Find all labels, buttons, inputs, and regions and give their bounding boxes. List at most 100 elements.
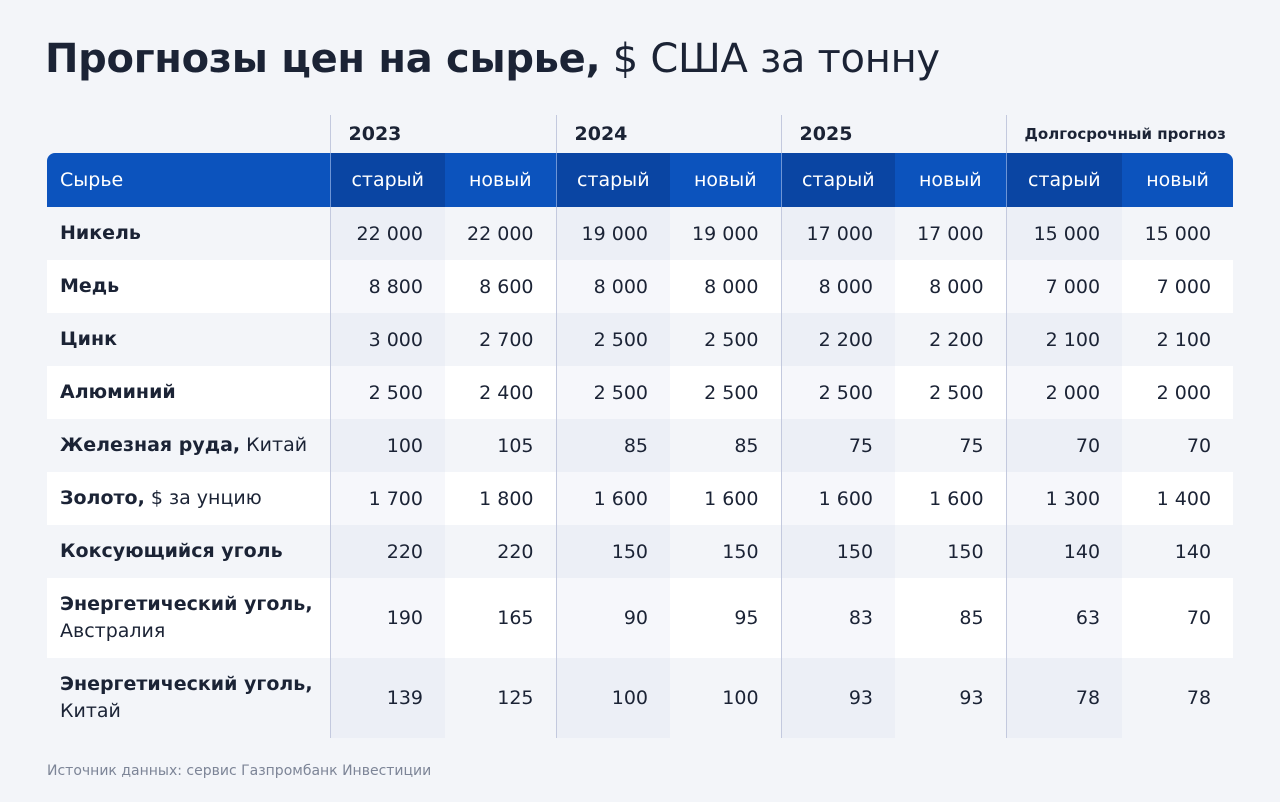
row-name: Железная руда, Китай — [47, 419, 330, 472]
value-cell: 1 600 — [780, 472, 896, 525]
value-cell: 125 — [445, 658, 557, 738]
value-cell: 2 200 — [780, 313, 896, 366]
row-name-bold: Коксующийся уголь — [60, 540, 283, 562]
value-cell: 8 000 — [670, 260, 782, 313]
value-cell: 75 — [780, 419, 896, 472]
value-cell: 150 — [780, 525, 896, 578]
value-cell: 17 000 — [895, 207, 1007, 260]
value-cell: 93 — [895, 658, 1007, 738]
value-cell: 220 — [445, 525, 557, 578]
data-row: Алюминий 2 500 2 400 2 500 2 500 2 500 2 500 2 … — [47, 366, 1234, 419]
value-cell: 140 — [1122, 525, 1234, 578]
row-name-bold: Медь — [60, 275, 120, 297]
value-cell: 1 600 — [895, 472, 1007, 525]
value-cell: 1 400 — [1122, 472, 1234, 525]
value-cell: 2 000 — [1005, 366, 1123, 419]
value-cell: 8 000 — [780, 260, 896, 313]
value-cell: 8 000 — [895, 260, 1007, 313]
value-cell: 190 — [329, 578, 445, 658]
period-label: 2025 — [780, 115, 1007, 153]
value-cell: 165 — [445, 578, 557, 658]
value-cell: 1 700 — [329, 472, 445, 525]
row-name: Медь — [47, 260, 330, 313]
value-cell: 78 — [1005, 658, 1123, 738]
value-cell: 19 000 — [555, 207, 671, 260]
value-cell: 105 — [445, 419, 557, 472]
value-cell: 2 500 — [670, 366, 782, 419]
value-cell: 19 000 — [670, 207, 782, 260]
value-cell: 140 — [1005, 525, 1123, 578]
row-name: Никель — [47, 207, 330, 260]
row-name: Энергетический уголь, Китай — [47, 658, 330, 738]
value-cell: 2 100 — [1005, 313, 1123, 366]
value-cell: 63 — [1005, 578, 1123, 658]
period-label: 2023 — [329, 115, 557, 153]
row-name-bold: Никель — [60, 222, 141, 244]
row-name: Цинк — [47, 313, 330, 366]
value-cell: 70 — [1122, 419, 1234, 472]
period-label: Долгосрочный прогноз — [1005, 115, 1234, 153]
empty-cell — [47, 115, 330, 153]
row-name-note: Австралия — [60, 620, 166, 642]
value-cell: 85 — [895, 578, 1007, 658]
value-cell: 93 — [780, 658, 896, 738]
data-row: Медь 8 800 8 600 8 000 8 000 8 000 8 000 7 000 7… — [47, 260, 1234, 313]
data-row: Цинк 3 000 2 700 2 500 2 500 2 200 2 200 2 100 2… — [47, 313, 1234, 366]
row-name: Алюминий — [47, 366, 330, 419]
value-cell: 1 600 — [555, 472, 671, 525]
header-cell: новый — [895, 153, 1007, 207]
value-cell: 90 — [555, 578, 671, 658]
value-cell: 15 000 — [1005, 207, 1123, 260]
data-row: Железная руда, Китай 100 105 85 85 75 75 70 70 — [47, 419, 1234, 472]
row-name-note: $ за унцию — [150, 487, 262, 509]
header-cell: старый — [780, 153, 896, 207]
value-cell: 2 100 — [1122, 313, 1234, 366]
value-cell: 2 500 — [555, 313, 671, 366]
price-table: 2023 2024 2025 Долгосрочный прогноз Сырье ста… — [47, 115, 1234, 738]
row-name-bold: Энергетический уголь, — [60, 673, 313, 695]
value-cell: 150 — [670, 525, 782, 578]
value-cell: 78 — [1122, 658, 1234, 738]
data-row: Энергетический уголь, Австралия 190 165 90 95… — [47, 578, 1234, 658]
value-cell: 100 — [555, 658, 671, 738]
value-cell: 15 000 — [1122, 207, 1234, 260]
value-cell: 220 — [329, 525, 445, 578]
value-cell: 8 800 — [329, 260, 445, 313]
value-cell: 2 500 — [895, 366, 1007, 419]
value-cell: 7 000 — [1122, 260, 1234, 313]
header-cell: новый — [670, 153, 782, 207]
row-name-note: Китай — [246, 434, 308, 456]
period-label: 2024 — [555, 115, 782, 153]
header-cell: новый — [1122, 153, 1234, 207]
header-cell: старый — [329, 153, 445, 207]
data-row: Золото, $ за унцию 1 700 1 800 1 600 1 600 1 … — [47, 472, 1234, 525]
value-cell: 150 — [895, 525, 1007, 578]
row-name: Энергетический уголь, Австралия — [47, 578, 330, 658]
value-cell: 2 000 — [1122, 366, 1234, 419]
data-row: Никель 22 000 22 000 19 000 19 000 17 000 17 0… — [47, 207, 1234, 260]
value-cell: 8 000 — [555, 260, 671, 313]
row-name-bold: Алюминий — [60, 381, 176, 403]
row-name-bold: Цинк — [60, 328, 117, 350]
value-cell: 85 — [670, 419, 782, 472]
header-cell: новый — [445, 153, 557, 207]
value-cell: 2 500 — [555, 366, 671, 419]
title: Прогнозы цен на сырье, $ США за тонну — [45, 36, 940, 82]
value-cell: 3 000 — [329, 313, 445, 366]
value-cell: 17 000 — [780, 207, 896, 260]
row-name-bold: Железная руда, — [60, 434, 241, 456]
value-cell: 7 000 — [1005, 260, 1123, 313]
value-cell: 70 — [1005, 419, 1123, 472]
row-name-bold: Энергетический уголь, — [60, 593, 313, 615]
value-cell: 70 — [1122, 578, 1234, 658]
row-name-note: Китай — [60, 700, 121, 722]
data-row: Энергетический уголь, Китай 139 125 100 100 93… — [47, 658, 1234, 738]
row-name: Золото, $ за унцию — [47, 472, 330, 525]
value-cell: 83 — [780, 578, 896, 658]
value-cell: 2 500 — [670, 313, 782, 366]
period-row: 2023 2024 2025 Долгосрочный прогноз — [47, 115, 1234, 153]
value-cell: 1 600 — [670, 472, 782, 525]
value-cell: 8 600 — [445, 260, 557, 313]
value-cell: 2 500 — [780, 366, 896, 419]
value-cell: 139 — [329, 658, 445, 738]
